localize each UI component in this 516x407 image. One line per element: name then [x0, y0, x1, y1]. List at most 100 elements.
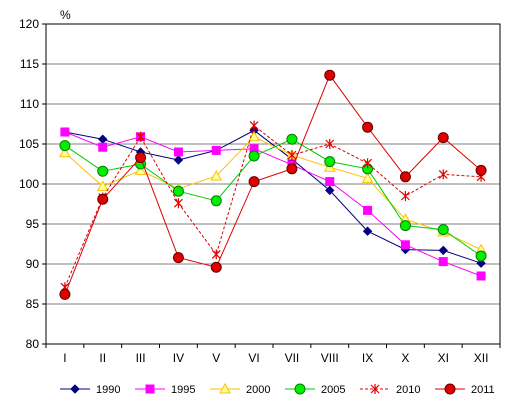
- data-point-2011-X: [399, 171, 411, 183]
- x-axis: I II III IV V VI VII VIII IX X XI XII: [45, 344, 501, 365]
- data-point-2011-XII: [475, 164, 487, 176]
- y-tick-label: 95: [26, 217, 40, 231]
- data-point-1990-VIII: [325, 185, 335, 196]
- x-tick-label: VII: [285, 351, 300, 365]
- legend-item-2000: 2000: [210, 382, 270, 396]
- x-tick-label: XI: [438, 351, 449, 365]
- data-point-2000-IX: [361, 172, 374, 183]
- y-tick-label: 105: [19, 137, 39, 151]
- data-point-2010-VII: [287, 150, 297, 161]
- data-point-2010-IX: [363, 158, 373, 169]
- data-point-2011-II: [97, 193, 109, 205]
- data-point-2010-VI: [249, 120, 259, 131]
- series-line-2010: [64, 124, 482, 288]
- y-tick-label: 110: [20, 97, 39, 111]
- data-point-2000-V: [210, 169, 223, 181]
- data-point-1995-VIII: [325, 177, 335, 187]
- data-point-2011-VI: [248, 176, 260, 188]
- x-tick-label: VI: [248, 351, 259, 365]
- data-point-2010-IV: [173, 198, 183, 209]
- data-point-1995-I: [60, 127, 70, 137]
- legend-label: 2000: [246, 384, 270, 396]
- series-2005: [59, 133, 487, 262]
- series-line-1990: [64, 129, 482, 264]
- data-point-2011-XI: [437, 132, 449, 144]
- series-line-2011: [64, 74, 482, 295]
- legend-label: 2005: [321, 384, 345, 396]
- legend-item-2011: 2011: [435, 383, 495, 396]
- legend-swatch-marker: [70, 384, 80, 394]
- legend-label: 1990: [96, 384, 120, 396]
- data-point-2000-III: [134, 164, 147, 175]
- legend-swatch-marker: [219, 382, 231, 394]
- data-point-2005-I: [59, 140, 71, 152]
- data-point-2011-VIII: [324, 69, 336, 81]
- data-point-2010-III: [136, 131, 146, 142]
- data-point-2011-VII: [286, 163, 298, 175]
- data-point-2000-VI: [248, 130, 260, 142]
- series-1995: [60, 127, 486, 281]
- y-tick-label: 80: [26, 337, 40, 351]
- data-point-2005-XII: [475, 250, 487, 262]
- series-line-1995: [64, 131, 482, 277]
- data-point-1995-XII: [476, 271, 486, 281]
- data-point-2005-IV: [172, 185, 184, 197]
- data-point-1990-XI: [438, 245, 448, 256]
- data-point-2011-IX: [362, 121, 374, 133]
- data-point-1990-II: [98, 134, 108, 144]
- legend-swatch-marker: [370, 384, 380, 394]
- legend-label: 2010: [396, 384, 420, 396]
- data-point-1995-V: [211, 145, 221, 155]
- y-axis-unit-label: %: [60, 8, 71, 22]
- data-point-2010-XI: [438, 169, 448, 180]
- data-point-1990-XII: [476, 258, 486, 268]
- series-2010: [60, 120, 486, 293]
- data-point-2010-V: [211, 249, 221, 260]
- data-point-2005-X: [399, 220, 411, 232]
- data-point-2005-VI: [248, 150, 260, 162]
- legend-item-1995: 1995: [135, 384, 195, 396]
- legend-item-2010: 2010: [360, 384, 420, 396]
- series-2000: [59, 130, 487, 255]
- series-2011: [59, 69, 487, 300]
- data-point-1995-X: [400, 240, 410, 250]
- data-point-2005-V: [210, 195, 222, 207]
- data-point-2005-II: [97, 165, 109, 177]
- legend-swatch-marker: [145, 384, 155, 394]
- data-point-1995-XI: [438, 257, 448, 267]
- data-point-2005-XI: [437, 224, 449, 236]
- data-point-2011-I: [59, 288, 71, 300]
- series-group: [59, 69, 487, 300]
- x-tick-label: II: [99, 351, 106, 365]
- data-point-2010-X: [400, 191, 410, 201]
- legend-label: 1995: [171, 384, 195, 396]
- legend-label: 2011: [471, 384, 495, 396]
- data-point-1995-IV: [173, 147, 183, 157]
- y-axis: 80 85 90 95 100 105 110 115 120: [19, 17, 46, 351]
- legend-swatch-marker: [294, 383, 306, 395]
- legend-item-1990: 1990: [60, 384, 120, 396]
- data-point-1990-IV: [173, 155, 184, 165]
- data-point-2011-V: [210, 261, 222, 273]
- data-point-2011-IV: [172, 252, 184, 264]
- data-point-2000-I: [59, 146, 71, 158]
- data-point-2005-VII: [286, 133, 298, 145]
- legend-item-2005: 2005: [285, 383, 345, 396]
- y-tick-label: 85: [26, 297, 40, 311]
- data-point-2010-VIII: [325, 139, 335, 149]
- y-tick-label: 100: [19, 177, 39, 191]
- data-point-1990-IX: [362, 226, 373, 236]
- data-point-2000-II: [96, 180, 109, 191]
- x-tick-label: XII: [474, 351, 489, 365]
- grid: [46, 23, 500, 345]
- data-point-2011-III: [135, 152, 147, 164]
- y-tick-label: 90: [26, 257, 40, 271]
- x-tick-label: X: [401, 351, 409, 365]
- legend-swatch-marker: [444, 383, 456, 395]
- y-tick-label: 120: [19, 17, 39, 31]
- data-point-1995-II: [98, 142, 108, 152]
- x-tick-label: III: [136, 351, 146, 365]
- x-tick-label: I: [63, 351, 66, 365]
- data-point-2005-VIII: [324, 156, 336, 168]
